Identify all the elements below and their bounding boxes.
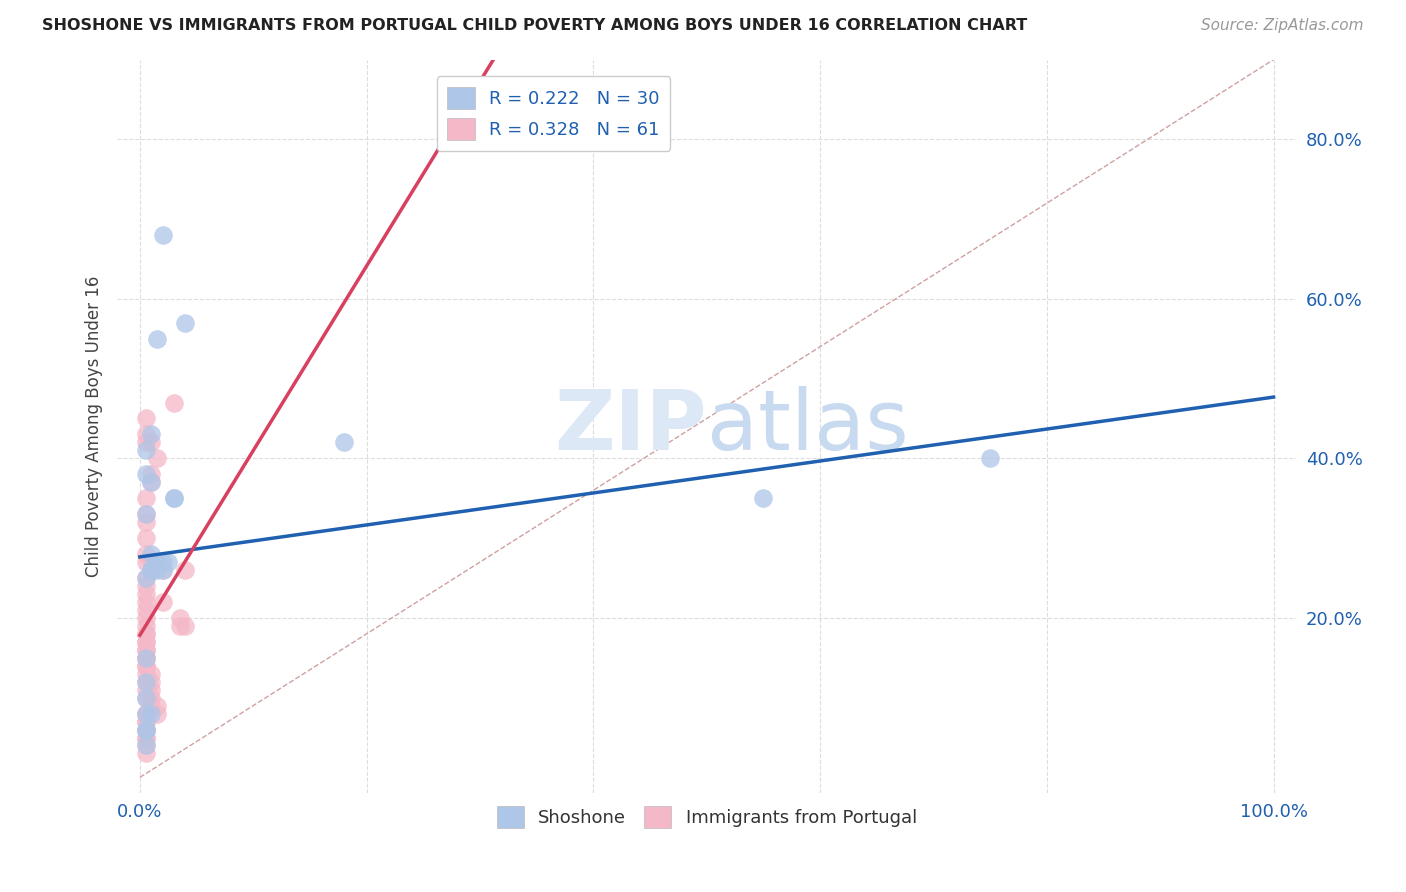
Point <box>146 555 169 569</box>
Point <box>135 547 157 561</box>
Point <box>135 658 157 673</box>
Point <box>135 467 157 482</box>
Point <box>135 555 157 569</box>
Point <box>146 555 169 569</box>
Point <box>135 635 157 649</box>
Y-axis label: Child Poverty Among Boys Under 16: Child Poverty Among Boys Under 16 <box>86 276 103 577</box>
Point <box>135 731 157 745</box>
Point <box>141 690 163 705</box>
Point <box>146 451 169 466</box>
Point <box>141 563 163 577</box>
Point <box>135 571 157 585</box>
Point <box>135 587 157 601</box>
Point <box>135 714 157 729</box>
Point <box>141 555 163 569</box>
Point <box>146 706 169 721</box>
Text: Source: ZipAtlas.com: Source: ZipAtlas.com <box>1201 18 1364 33</box>
Point <box>135 666 157 681</box>
Point <box>135 579 157 593</box>
Point <box>135 642 157 657</box>
Point <box>135 690 157 705</box>
Point <box>152 563 174 577</box>
Point <box>135 642 157 657</box>
Point <box>752 491 775 506</box>
Point <box>135 491 157 506</box>
Point <box>135 595 157 609</box>
Point <box>141 435 163 450</box>
Point <box>135 515 157 529</box>
Point <box>135 427 157 442</box>
Point <box>141 467 163 482</box>
Point <box>135 674 157 689</box>
Point <box>141 706 163 721</box>
Point <box>135 435 157 450</box>
Point <box>141 666 163 681</box>
Point <box>141 563 163 577</box>
Point <box>135 723 157 737</box>
Point <box>135 443 157 458</box>
Point <box>135 723 157 737</box>
Text: SHOSHONE VS IMMIGRANTS FROM PORTUGAL CHILD POVERTY AMONG BOYS UNDER 16 CORRELATI: SHOSHONE VS IMMIGRANTS FROM PORTUGAL CHI… <box>42 18 1028 33</box>
Point <box>152 228 174 243</box>
Point <box>135 627 157 641</box>
Point <box>163 491 186 506</box>
Point <box>333 435 356 450</box>
Point <box>135 706 157 721</box>
Point <box>169 611 191 625</box>
Point <box>141 427 163 442</box>
Point <box>174 563 197 577</box>
Point <box>146 698 169 713</box>
Point <box>135 747 157 761</box>
Text: ZIP: ZIP <box>554 386 707 467</box>
Point <box>135 635 157 649</box>
Point <box>163 491 186 506</box>
Point <box>141 698 163 713</box>
Point <box>169 619 191 633</box>
Point <box>135 658 157 673</box>
Point <box>174 316 197 330</box>
Text: atlas: atlas <box>707 386 908 467</box>
Point <box>135 411 157 425</box>
Point <box>135 531 157 545</box>
Point <box>135 739 157 753</box>
Point <box>135 507 157 521</box>
Point <box>141 475 163 490</box>
Point <box>146 332 169 346</box>
Point <box>135 507 157 521</box>
Point <box>135 714 157 729</box>
Point <box>135 731 157 745</box>
Point <box>135 650 157 665</box>
Point <box>152 563 174 577</box>
Legend: Shoshone, Immigrants from Portugal: Shoshone, Immigrants from Portugal <box>489 799 924 836</box>
Point <box>135 682 157 697</box>
Point <box>152 595 174 609</box>
Point <box>135 603 157 617</box>
Point <box>157 555 180 569</box>
Point <box>135 723 157 737</box>
Point <box>152 555 174 569</box>
Point <box>135 706 157 721</box>
Point <box>135 650 157 665</box>
Point <box>141 682 163 697</box>
Point <box>135 674 157 689</box>
Point <box>141 547 163 561</box>
Point <box>174 619 197 633</box>
Point <box>135 690 157 705</box>
Point <box>135 571 157 585</box>
Point <box>135 627 157 641</box>
Point <box>135 706 157 721</box>
Point <box>135 650 157 665</box>
Point <box>979 451 1001 466</box>
Point <box>135 723 157 737</box>
Point <box>163 395 186 409</box>
Point <box>146 563 169 577</box>
Point <box>141 563 163 577</box>
Point <box>141 674 163 689</box>
Point <box>135 739 157 753</box>
Point <box>141 475 163 490</box>
Point <box>135 619 157 633</box>
Point <box>135 611 157 625</box>
